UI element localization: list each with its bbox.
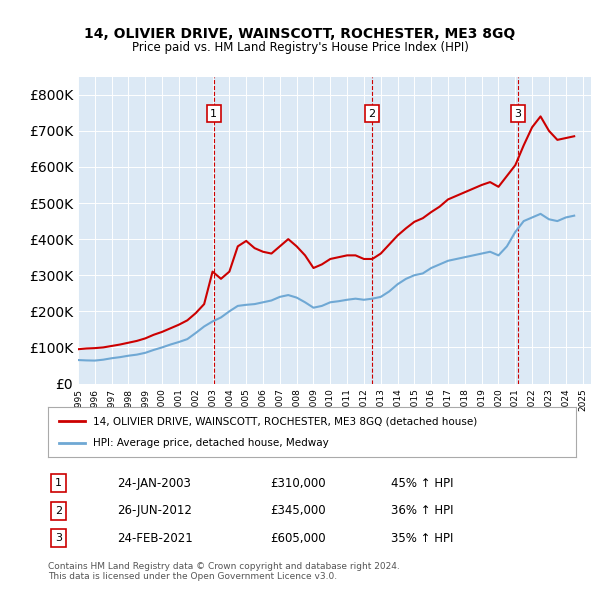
Text: 14, OLIVIER DRIVE, WAINSCOTT, ROCHESTER, ME3 8GQ (detached house): 14, OLIVIER DRIVE, WAINSCOTT, ROCHESTER,… xyxy=(93,416,477,426)
Text: Contains HM Land Registry data © Crown copyright and database right 2024.: Contains HM Land Registry data © Crown c… xyxy=(48,562,400,571)
Text: 1: 1 xyxy=(55,478,62,489)
Text: 2: 2 xyxy=(368,109,376,119)
Text: 35% ↑ HPI: 35% ↑ HPI xyxy=(391,532,454,545)
Text: 36% ↑ HPI: 36% ↑ HPI xyxy=(391,504,454,517)
Text: 45% ↑ HPI: 45% ↑ HPI xyxy=(391,477,454,490)
Text: 26-JUN-2012: 26-JUN-2012 xyxy=(116,504,191,517)
Text: £605,000: £605,000 xyxy=(270,532,325,545)
Text: 14, OLIVIER DRIVE, WAINSCOTT, ROCHESTER, ME3 8GQ: 14, OLIVIER DRIVE, WAINSCOTT, ROCHESTER,… xyxy=(85,27,515,41)
Text: 2: 2 xyxy=(55,506,62,516)
Text: £310,000: £310,000 xyxy=(270,477,325,490)
Text: HPI: Average price, detached house, Medway: HPI: Average price, detached house, Medw… xyxy=(93,438,329,448)
Text: Price paid vs. HM Land Registry's House Price Index (HPI): Price paid vs. HM Land Registry's House … xyxy=(131,41,469,54)
Text: £345,000: £345,000 xyxy=(270,504,325,517)
Text: 1: 1 xyxy=(210,109,217,119)
Text: 24-JAN-2003: 24-JAN-2003 xyxy=(116,477,191,490)
Text: This data is licensed under the Open Government Licence v3.0.: This data is licensed under the Open Gov… xyxy=(48,572,337,581)
Text: 3: 3 xyxy=(55,533,62,543)
Text: 3: 3 xyxy=(514,109,521,119)
Text: 24-FEB-2021: 24-FEB-2021 xyxy=(116,532,193,545)
